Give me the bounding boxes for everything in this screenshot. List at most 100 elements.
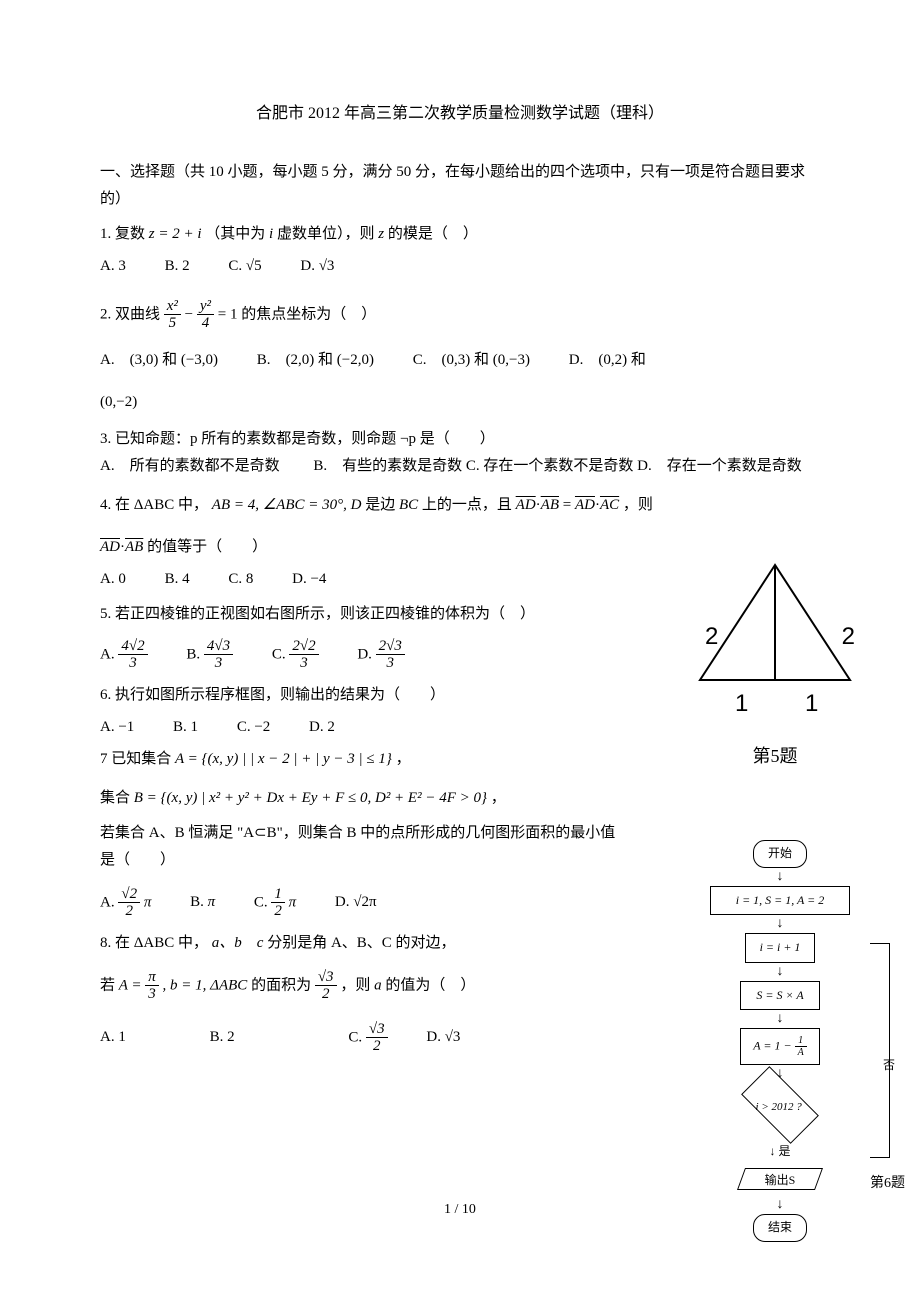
fc-a2: ↓ bbox=[690, 917, 870, 931]
q2-D2: (0,−2) bbox=[100, 389, 820, 416]
fc-b2: i = i + 1 bbox=[745, 933, 815, 963]
q8-p2: 分别是角 A、B、C 的对边， bbox=[267, 935, 455, 951]
q8-a: a bbox=[374, 977, 382, 993]
question-7-l2: 集合 B = {(x, y) | x² + y² + Dx + Ey + F ≤… bbox=[100, 785, 630, 812]
q8-tri: ΔABC bbox=[134, 935, 175, 951]
fig-1r: 1 bbox=[805, 682, 818, 725]
q5-Ad: 3 bbox=[118, 655, 147, 672]
q2-frac1: x²5 bbox=[164, 298, 181, 332]
fc-a4: ↓ bbox=[690, 1012, 870, 1026]
q7-optB: B. π bbox=[190, 889, 215, 916]
q7-oAd: 2 bbox=[118, 903, 140, 920]
q2-f1d: 5 bbox=[164, 315, 181, 332]
q7-oAp: A. bbox=[100, 894, 118, 910]
q1-post: 虚数单位），则 bbox=[277, 226, 378, 242]
q8-p1: 中， bbox=[178, 935, 208, 951]
q2-f2n: y² bbox=[197, 298, 214, 316]
q4-C: C. 8 bbox=[228, 566, 253, 593]
q4-B: B. 4 bbox=[165, 566, 190, 593]
q2-minus: − bbox=[185, 306, 197, 322]
q4-mid: 中， bbox=[178, 497, 208, 513]
q1-D-val: √3 bbox=[319, 258, 335, 274]
q2-B: B. (2,0) 和 (−2,0) bbox=[257, 347, 374, 374]
fig-1l: 1 bbox=[735, 682, 748, 725]
q7-oAe: π bbox=[140, 894, 151, 910]
q1-mid: （其中为 bbox=[205, 226, 269, 242]
q7-l2e: ， bbox=[491, 790, 506, 806]
q7-oDv: √2π bbox=[353, 894, 376, 910]
q2-Dv: (0,2) 和 bbox=[598, 352, 646, 368]
q7-optA: A. √22 π bbox=[100, 886, 151, 920]
question-7-l3: 若集合 A、B 恒满足 "A⊂B"，则集合 B 中的点所形成的几何图形面积的最小… bbox=[100, 820, 630, 874]
question-3: 3. 已知命题：p 所有的素数都是奇数，则命题 ¬p 是（ ） bbox=[100, 426, 820, 453]
q8-A: A. 1 bbox=[100, 1024, 126, 1051]
q6-D: D. 2 bbox=[309, 714, 335, 741]
fig-2l: 2 bbox=[705, 615, 718, 658]
q5-B: B. 4√33 bbox=[186, 638, 233, 672]
q5-C: C. 2√23 bbox=[272, 638, 319, 672]
q8-abc: a、b c bbox=[212, 935, 264, 951]
q4-A: A. 0 bbox=[100, 566, 126, 593]
q8-beq: , b = 1, ΔABC bbox=[163, 977, 248, 993]
q4-v2: AB bbox=[541, 497, 559, 513]
q5-Cp: C. bbox=[272, 646, 290, 662]
q4-eq: = bbox=[563, 497, 575, 513]
q2-Ap: A. bbox=[100, 352, 130, 368]
q5-Cn: 2√2 bbox=[289, 638, 318, 656]
q1-z: z bbox=[378, 226, 384, 242]
fc-b1: i = 1, S = 1, A = 2 bbox=[710, 886, 850, 916]
q5-Ap: A. bbox=[100, 646, 118, 662]
fc-output: 输出S bbox=[737, 1168, 823, 1190]
q7-oCn: 1 bbox=[271, 886, 285, 904]
q7-optD: D. √2π bbox=[335, 889, 377, 916]
q5-Dd: 3 bbox=[376, 655, 405, 672]
q6-flowchart: 开始 ↓ i = 1, S = 1, A = 2 ↓ i = i + 1 ↓ S… bbox=[690, 840, 870, 1242]
fc-yes: 是 bbox=[778, 1144, 790, 1158]
q1-D-pre: D. bbox=[300, 258, 318, 274]
q2-Cv: (0,3) 和 (0,−3) bbox=[442, 352, 530, 368]
q2-Bv: (2,0) 和 (−2,0) bbox=[286, 352, 374, 368]
q8-l2end: 的值为（ ） bbox=[385, 977, 475, 993]
q1-options: A. 3 B. 2 C. √5 D. √3 bbox=[100, 253, 820, 280]
q7-oCe: π bbox=[285, 894, 296, 910]
question-4: 4. 在 ΔABC 中， AB = 4, ∠ABC = 30°, D 是边 BC… bbox=[100, 492, 820, 519]
q2-pre: 2. 双曲线 bbox=[100, 306, 164, 322]
q7-pre: 7 已知集合 bbox=[100, 751, 175, 767]
q5-Bp: B. bbox=[186, 646, 204, 662]
fc-b4d: A bbox=[795, 1047, 807, 1058]
q5-caption: 第5题 bbox=[690, 740, 860, 772]
q8-ard: 2 bbox=[315, 986, 337, 1003]
q6-B: B. 1 bbox=[173, 714, 198, 741]
q7-p: ， bbox=[396, 751, 411, 767]
q5-D: D. 2√33 bbox=[357, 638, 405, 672]
fc-loop-line bbox=[870, 943, 890, 1158]
q8-pre: 8. 在 bbox=[100, 935, 134, 951]
q6-C: C. −2 bbox=[237, 714, 270, 741]
q2-Dp: D. bbox=[569, 352, 599, 368]
q4-l2p: 的值等于（ ） bbox=[147, 539, 267, 555]
q7-oAn: √2 bbox=[118, 886, 140, 904]
q1-B: B. 2 bbox=[165, 253, 190, 280]
fc-cond: i > 2012 ? bbox=[734, 1098, 824, 1118]
q7-oBv: π bbox=[208, 894, 216, 910]
q4-pre: 4. 在 bbox=[100, 497, 134, 513]
q8-l2e: ，则 bbox=[340, 977, 374, 993]
q8-Dp: D. bbox=[426, 1029, 444, 1045]
q1-D: D. √3 bbox=[300, 253, 334, 280]
page-title: 合肥市 2012 年高三第二次教学质量检测数学试题（理科） bbox=[100, 100, 820, 129]
q1-i: i bbox=[269, 226, 273, 242]
q1-expr: z = 2 + i bbox=[149, 226, 202, 242]
q2-f1n: x² bbox=[164, 298, 181, 316]
q8-Ad: 3 bbox=[145, 986, 159, 1003]
q8-l2p: 若 bbox=[100, 977, 119, 993]
q4-tri: ΔABC bbox=[134, 497, 175, 513]
q6-A: A. −1 bbox=[100, 714, 134, 741]
q1-end: 的模是（ ） bbox=[388, 226, 478, 242]
question-1: 1. 复数 z = 2 + i （其中为 i 虚数单位），则 z 的模是（ ） bbox=[100, 221, 820, 248]
q5-Bn: 4√3 bbox=[204, 638, 233, 656]
q8-Cd: 2 bbox=[366, 1038, 388, 1055]
q8-B: B. 2 bbox=[210, 1024, 235, 1051]
q3-D: D. 存在一个素数是奇数 bbox=[637, 458, 802, 474]
q5-figure: 2 2 1 1 第5题 bbox=[690, 560, 860, 772]
q5-An: 4√2 bbox=[118, 638, 147, 656]
